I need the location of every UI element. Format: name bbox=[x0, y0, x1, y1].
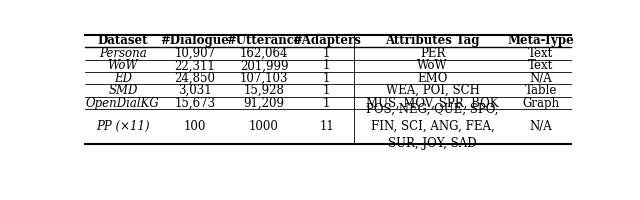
Text: 3,031: 3,031 bbox=[178, 84, 212, 97]
Text: 162,064: 162,064 bbox=[240, 47, 288, 60]
Text: Meta-Type: Meta-Type bbox=[508, 34, 574, 47]
Text: 24,850: 24,850 bbox=[174, 72, 215, 85]
Text: WoW: WoW bbox=[417, 59, 448, 72]
Text: N/A: N/A bbox=[530, 72, 552, 85]
Text: 1000: 1000 bbox=[249, 120, 279, 133]
Text: MUS, MOV, SPR, BOK: MUS, MOV, SPR, BOK bbox=[366, 97, 499, 110]
Text: PER: PER bbox=[420, 47, 445, 60]
Text: WEA, POI, SCH: WEA, POI, SCH bbox=[385, 84, 479, 97]
Text: #Utterance: #Utterance bbox=[226, 34, 301, 47]
Text: Persona: Persona bbox=[99, 47, 147, 60]
Text: WoW: WoW bbox=[108, 59, 138, 72]
Text: 1: 1 bbox=[323, 72, 330, 85]
Text: Text: Text bbox=[529, 59, 554, 72]
Text: 107,103: 107,103 bbox=[240, 72, 288, 85]
Text: Dataset: Dataset bbox=[98, 34, 148, 47]
Text: 201,999: 201,999 bbox=[240, 59, 288, 72]
Text: #Dialogue: #Dialogue bbox=[160, 34, 229, 47]
Text: PP (×11): PP (×11) bbox=[96, 120, 150, 133]
Text: 15,673: 15,673 bbox=[174, 97, 215, 110]
Text: 10,907: 10,907 bbox=[174, 47, 215, 60]
Text: 100: 100 bbox=[184, 120, 206, 133]
Text: 91,209: 91,209 bbox=[243, 97, 284, 110]
Text: 22,311: 22,311 bbox=[174, 59, 215, 72]
Text: 1: 1 bbox=[323, 59, 330, 72]
Text: 1: 1 bbox=[323, 84, 330, 97]
Text: #Adapters: #Adapters bbox=[292, 34, 361, 47]
Text: POS, NEG, QUE, SPO,
FIN, SCI, ANG, FEA,
SUR, JOY, SAD: POS, NEG, QUE, SPO, FIN, SCI, ANG, FEA, … bbox=[366, 103, 499, 150]
Text: N/A: N/A bbox=[530, 120, 552, 133]
Text: Text: Text bbox=[529, 47, 554, 60]
Text: Graph: Graph bbox=[522, 97, 559, 110]
Text: 11: 11 bbox=[319, 120, 334, 133]
Text: Attributes Tag: Attributes Tag bbox=[385, 34, 480, 47]
Text: OpenDialKG: OpenDialKG bbox=[86, 97, 160, 110]
Text: EMO: EMO bbox=[417, 72, 448, 85]
Text: 15,928: 15,928 bbox=[244, 84, 284, 97]
Text: SMD: SMD bbox=[108, 84, 138, 97]
Text: 1: 1 bbox=[323, 47, 330, 60]
Text: ED: ED bbox=[114, 72, 132, 85]
Text: 1: 1 bbox=[323, 97, 330, 110]
Text: Table: Table bbox=[525, 84, 557, 97]
